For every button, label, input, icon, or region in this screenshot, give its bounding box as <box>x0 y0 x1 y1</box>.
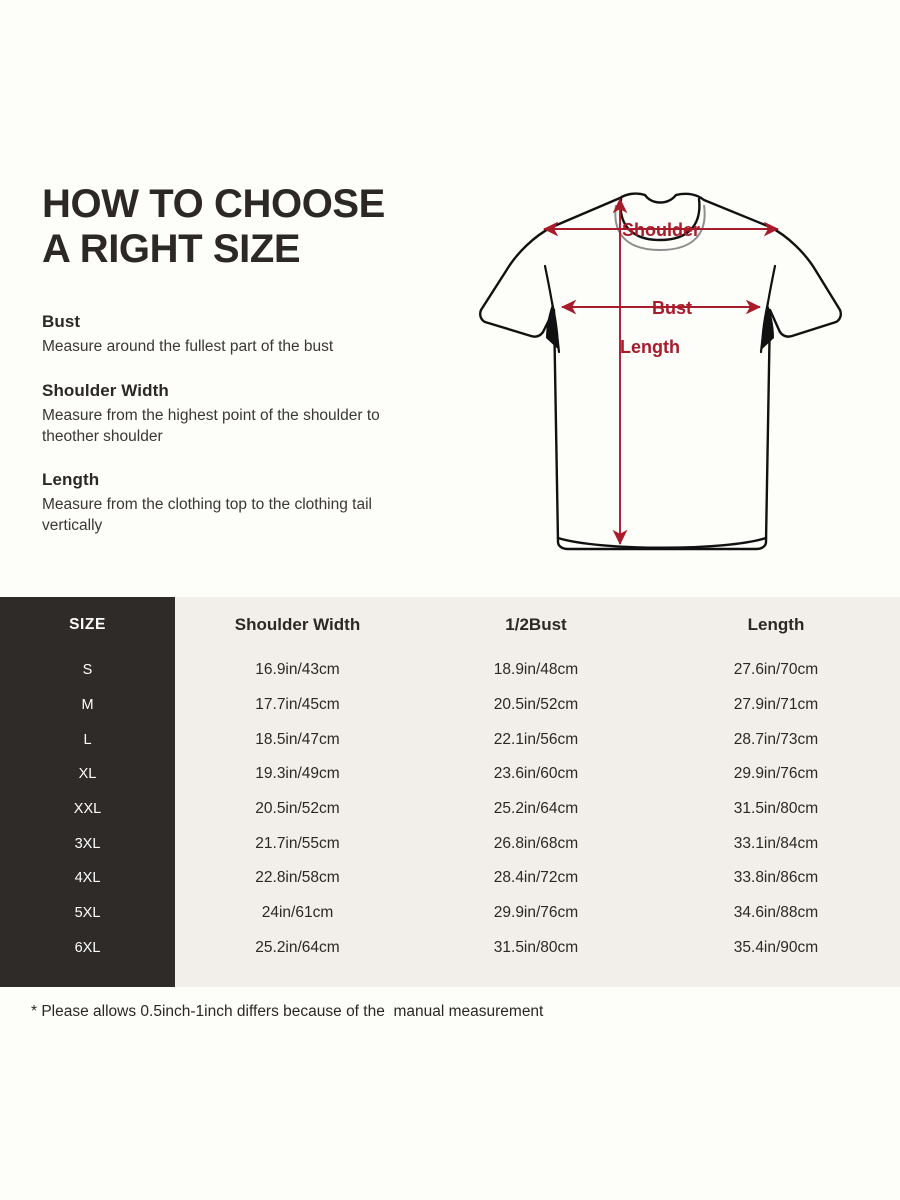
measurement-item-shoulder-width: Shoulder Width Measure from the highest … <box>42 381 432 447</box>
cell-length: 34.6in/88cm <box>733 903 819 921</box>
measurement-description-length: Measure from the clothing top to the clo… <box>42 496 372 534</box>
cell-size: XXL <box>73 800 102 817</box>
bust-label: Bust <box>652 298 692 318</box>
page-title-line-2: A RIGHT SIZE <box>42 227 301 272</box>
table-row: 5XL 24in/61cm 29.9in/76cm 34.6in/88cm <box>0 896 900 931</box>
size-column-background <box>0 597 175 987</box>
cell-length: 33.8in/86cm <box>733 869 819 887</box>
size-table: SIZE Shoulder Width 1/2Bust Length S 16.… <box>0 597 900 987</box>
cell-size: 4XL <box>74 870 101 887</box>
table-row: S 16.9in/43cm 18.9in/48cm 27.6in/70cm <box>0 653 900 688</box>
tshirt-illustration: Shoulder Bust Length <box>479 192 842 551</box>
measurement-arrow-labels: Shoulder Bust Length <box>620 220 700 357</box>
measurement-description-bust: Measure around the fullest part of the b… <box>42 338 334 356</box>
table-row: 4XL 22.8in/58cm 28.4in/72cm 33.8in/86cm <box>0 861 900 896</box>
table-row: XL 19.3in/49cm 23.6in/60cm 29.9in/76cm <box>0 757 900 792</box>
column-header-half-bust: 1/2Bust <box>505 615 567 634</box>
tshirt-sleeve-seams <box>543 264 777 354</box>
column-header-size: SIZE <box>69 616 106 633</box>
cell-size: 5XL <box>74 904 101 921</box>
tshirt-armpit-shading <box>546 302 774 350</box>
table-row: 3XL 21.7in/55cm 26.8in/68cm 33.1in/84cm <box>0 826 900 861</box>
tshirt-diagram: Shoulder Bust Length <box>440 170 880 580</box>
cell-length: 27.6in/70cm <box>733 661 819 679</box>
cell-length: 27.9in/71cm <box>733 695 819 713</box>
cell-size: 3XL <box>74 835 101 852</box>
cell-half-bust: 29.9in/76cm <box>493 903 579 921</box>
column-header-length: Length <box>747 615 805 634</box>
table-row: 6XL 25.2in/64cm 31.5in/80cm 35.4in/90cm <box>0 930 900 965</box>
cell-size: S <box>82 662 93 679</box>
cell-half-bust: 22.1in/56cm <box>493 730 579 748</box>
measurement-disclaimer: * Please allows 0.5inch-1inch differs be… <box>31 1003 544 1020</box>
measurement-item-bust: Bust Measure around the fullest part of … <box>42 312 432 358</box>
table-row: L 18.5in/47cm 22.1in/56cm 28.7in/73cm <box>0 722 900 757</box>
page-title: HOW TO CHOOSE A RIGHT SIZE <box>42 182 432 272</box>
measurement-term-length: Length <box>42 470 100 490</box>
cell-length: 29.9in/76cm <box>733 765 819 783</box>
cell-shoulder-width: 17.7in/45cm <box>255 695 340 713</box>
cell-size: M <box>81 696 94 713</box>
measurement-description-shoulder-width: Measure from the highest point of the sh… <box>42 406 380 445</box>
length-label: Length <box>620 337 680 357</box>
table-row: XXL 20.5in/52cm 25.2in/64cm 31.5in/80cm <box>0 792 900 827</box>
cell-length: 35.4in/90cm <box>733 938 819 956</box>
cell-length: 28.7in/73cm <box>733 730 819 748</box>
tshirt-outline <box>479 192 842 551</box>
cell-shoulder-width: 18.5in/47cm <box>255 730 340 748</box>
cell-shoulder-width: 25.2in/64cm <box>255 938 340 956</box>
cell-shoulder-width: 21.7in/55cm <box>255 834 340 852</box>
cell-half-bust: 31.5in/80cm <box>493 938 579 956</box>
table-row: M 17.7in/45cm 20.5in/52cm 27.9in/71cm <box>0 688 900 723</box>
cell-shoulder-width: 24in/61cm <box>261 903 334 921</box>
cell-length: 33.1in/84cm <box>733 834 819 852</box>
cell-size: L <box>83 731 92 748</box>
column-header-shoulder-width: Shoulder Width <box>234 615 361 634</box>
cell-half-bust: 23.6in/60cm <box>493 765 579 783</box>
cell-half-bust: 28.4in/72cm <box>493 869 579 887</box>
cell-shoulder-width: 22.8in/58cm <box>255 869 340 887</box>
cell-length: 31.5in/80cm <box>733 799 819 817</box>
cell-half-bust: 18.9in/48cm <box>493 661 579 679</box>
cell-half-bust: 26.8in/68cm <box>493 834 579 852</box>
page-title-line-1: HOW TO CHOOSE <box>42 182 385 226</box>
measurement-guide: HOW TO CHOOSE A RIGHT SIZE Bust Measure … <box>42 182 432 536</box>
tshirt-hem <box>556 536 768 549</box>
cell-half-bust: 20.5in/52cm <box>493 695 579 713</box>
cell-size: 6XL <box>74 939 101 956</box>
cell-shoulder-width: 20.5in/52cm <box>255 799 340 817</box>
cell-size: XL <box>78 766 97 783</box>
measurement-item-length: Length Measure from the clothing top to … <box>42 470 432 536</box>
cell-shoulder-width: 16.9in/43cm <box>255 661 340 679</box>
table-header-row: SIZE Shoulder Width 1/2Bust Length <box>0 597 900 653</box>
measurement-arrows <box>543 198 779 545</box>
shoulder-label: Shoulder <box>622 220 700 240</box>
measurement-term-shoulder-width: Shoulder Width <box>42 380 169 400</box>
measurement-term-bust: Bust <box>42 312 81 332</box>
cell-shoulder-width: 19.3in/49cm <box>255 765 340 783</box>
size-table-grid: SIZE Shoulder Width 1/2Bust Length S 16.… <box>0 597 900 965</box>
intro-section: HOW TO CHOOSE A RIGHT SIZE Bust Measure … <box>0 0 900 597</box>
cell-half-bust: 25.2in/64cm <box>493 799 579 817</box>
